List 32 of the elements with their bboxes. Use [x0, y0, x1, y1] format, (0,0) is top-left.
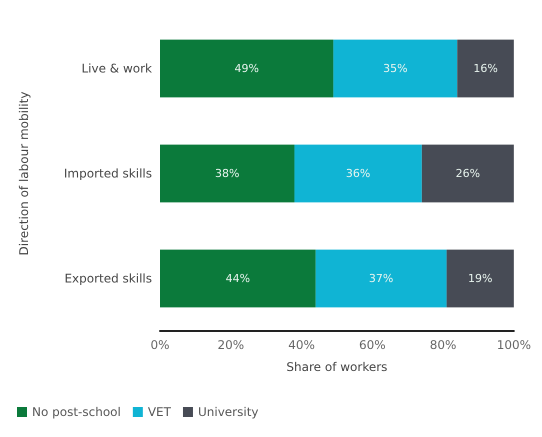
bar	[422, 144, 514, 202]
bar	[457, 40, 514, 98]
x-tick-label: 40%	[288, 338, 315, 352]
x-tick-label: 60%	[358, 338, 386, 352]
data-label: 35%	[383, 62, 408, 75]
bar	[316, 250, 447, 308]
data-label: 19%	[468, 272, 492, 285]
data-label: 49%	[234, 62, 259, 75]
bar	[446, 250, 514, 308]
bar	[160, 250, 316, 308]
data-label: 38%	[215, 167, 240, 180]
y-axis-title: Direction of labour mobility	[17, 92, 31, 256]
data-label: 44%	[226, 272, 250, 285]
x-tick-label: 20%	[217, 338, 244, 352]
x-tick-label: 100%	[496, 338, 532, 352]
data-label: 36%	[346, 167, 370, 180]
x-tick-label: 80%	[430, 338, 456, 352]
y-tick-label: Imported skills	[64, 166, 152, 180]
bar	[333, 40, 458, 98]
x-tick-label: 0%	[150, 338, 170, 352]
legend-label: No post-school	[32, 405, 121, 419]
legend-label: University	[198, 405, 259, 419]
x-axis-title: Share of workers	[286, 360, 388, 374]
data-label: 26%	[456, 167, 480, 180]
bar	[160, 40, 334, 98]
bar	[160, 144, 294, 202]
y-tick-label: Exported skills	[64, 272, 152, 286]
bar	[294, 144, 422, 202]
data-label: 37%	[368, 272, 394, 285]
data-label: 16%	[473, 62, 498, 75]
y-tick-label: Live & work	[81, 62, 152, 76]
legend-label: VET	[148, 405, 172, 419]
